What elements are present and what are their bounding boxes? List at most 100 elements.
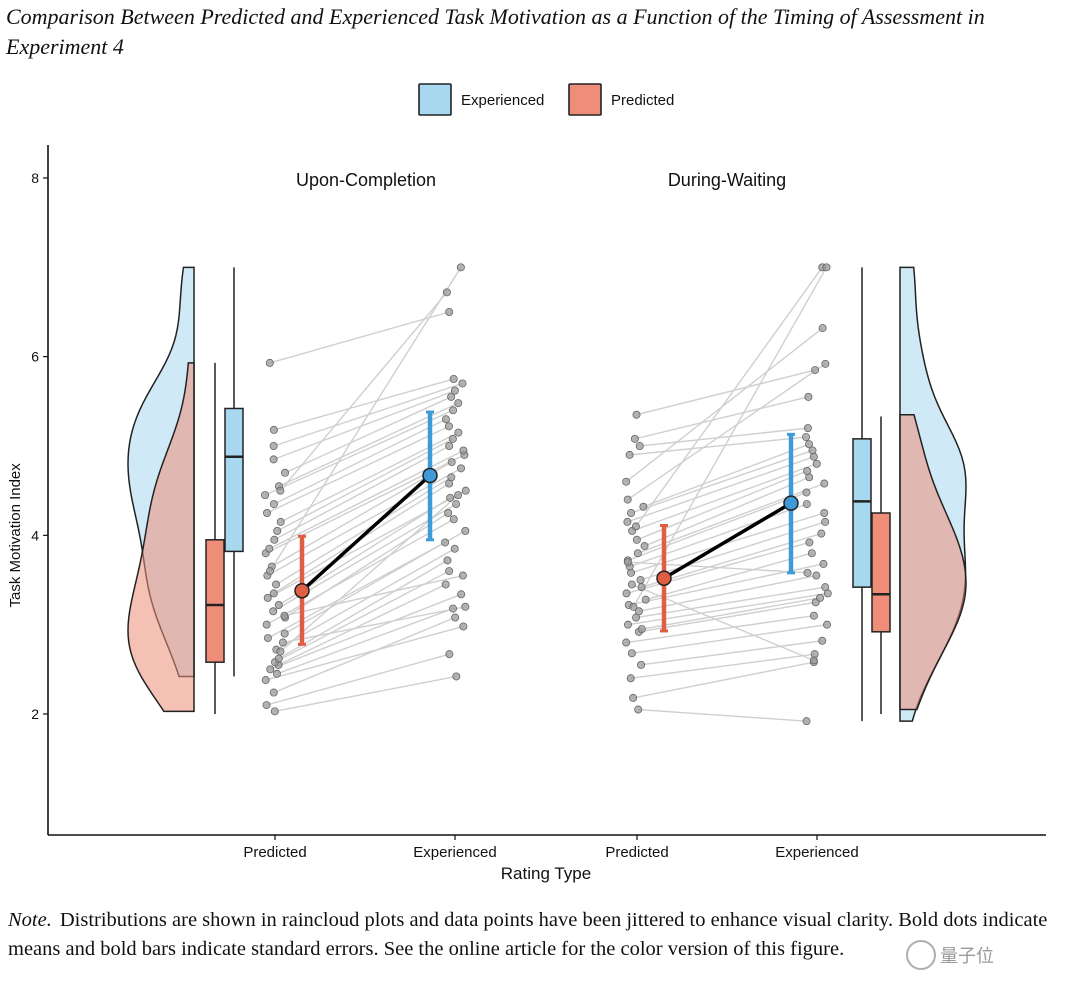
pair-line: [627, 491, 807, 562]
raincloud-chart: 2 4 6 8 Task Motivation Index Rating Type Expe…: [7, 83, 1046, 883]
data-point-predicted: [270, 707, 279, 716]
pair-line: [273, 389, 456, 461]
data-point-experienced: [459, 446, 468, 455]
pair-line: [276, 438, 454, 532]
data-point-predicted: [639, 502, 648, 511]
data-point-experienced: [461, 602, 470, 611]
mean-point-predicted: [656, 570, 672, 586]
data-point-experienced: [452, 672, 461, 681]
pair-line: [625, 327, 824, 483]
data-point-experienced: [809, 611, 818, 620]
watermark-logo-icon: [906, 940, 936, 970]
data-point-predicted: [280, 629, 289, 638]
data-point-predicted: [629, 602, 638, 611]
data-point-predicted: [280, 611, 289, 620]
data-point-experienced: [461, 526, 470, 535]
boxplot-box-experienced: [224, 407, 244, 553]
pair-line: [627, 363, 826, 501]
data-point-experienced: [803, 424, 812, 433]
data-point-predicted: [269, 455, 278, 464]
data-point-experienced: [442, 288, 451, 297]
pair-line: [278, 559, 448, 660]
data-point-predicted: [273, 526, 282, 535]
boxplot-box-experienced: [852, 438, 872, 588]
data-point-predicted: [635, 441, 644, 450]
data-point-predicted: [262, 701, 271, 710]
data-point-predicted: [630, 434, 639, 443]
data-point-predicted: [641, 595, 650, 604]
data-point-experienced: [447, 458, 456, 467]
data-point-predicted: [632, 410, 641, 419]
data-point-predicted: [637, 660, 646, 669]
data-point-experienced: [444, 508, 453, 517]
data-point-predicted: [269, 607, 278, 616]
data-point-experienced: [441, 538, 450, 547]
pair-line: [276, 607, 454, 675]
data-point-predicted: [627, 649, 636, 658]
data-point-predicted: [276, 517, 285, 526]
pair-line: [636, 369, 816, 416]
figure-note: Note. Distributions are shown in rainclou…: [8, 906, 1072, 964]
data-point-predicted: [272, 669, 281, 678]
pair-line: [641, 597, 821, 630]
mean-point-experienced: [422, 467, 438, 484]
data-point-experienced: [449, 406, 458, 415]
pair-line: [274, 445, 450, 541]
data-point-experienced: [816, 593, 825, 602]
pair-line: [635, 266, 823, 527]
data-point-predicted: [634, 607, 643, 616]
data-point-predicted: [263, 593, 272, 602]
y-tick-label: 4: [31, 527, 39, 543]
note-text: Distributions are shown in raincloud plo…: [8, 909, 1048, 960]
pair-line: [264, 409, 454, 496]
legend-swatch-predicted: [568, 83, 602, 116]
pair-line: [279, 291, 448, 492]
data-point-experienced: [821, 583, 830, 592]
data-point-experienced: [443, 556, 452, 565]
pair-line: [284, 396, 452, 474]
pair-line: [626, 615, 815, 644]
pair-line: [634, 396, 809, 440]
data-point-predicted: [627, 580, 636, 589]
pair-line: [269, 311, 450, 364]
data-point-predicted: [623, 620, 632, 629]
figure-title: Comparison Between Predicted and Experie…: [6, 4, 985, 59]
legend-swatch-experienced: [418, 83, 452, 116]
data-point-experienced: [802, 433, 811, 442]
pair-line: [278, 583, 446, 666]
pair-line: [630, 653, 815, 679]
data-point-experienced: [448, 434, 457, 443]
note-label: Note.: [8, 909, 52, 931]
data-point-experienced: [803, 568, 812, 577]
data-point-experienced: [458, 379, 467, 388]
data-point-predicted: [634, 705, 643, 714]
data-point-predicted: [269, 688, 278, 697]
pair-line: [284, 530, 466, 635]
pair-line: [627, 561, 808, 574]
pair-line: [274, 570, 450, 663]
data-point-predicted: [269, 500, 278, 509]
pair-line: [270, 593, 462, 670]
data-point-experienced: [447, 392, 456, 401]
data-point-predicted: [274, 654, 283, 663]
pair-line: [269, 266, 462, 572]
data-point-experienced: [445, 650, 454, 659]
pair-line: [627, 592, 828, 626]
x-tick-label: Experienced: [413, 844, 496, 861]
data-point-experienced: [444, 422, 453, 431]
data-point-experienced: [452, 500, 461, 509]
data-point-predicted: [269, 589, 278, 598]
data-point-predicted: [261, 676, 270, 685]
data-point-predicted: [265, 358, 274, 367]
data-point-predicted: [276, 647, 285, 656]
x-tick-label: Predicted: [243, 844, 306, 861]
data-point-experienced: [817, 529, 826, 538]
data-point-experienced: [823, 620, 832, 629]
pair-line: [630, 449, 813, 514]
data-point-predicted: [263, 634, 272, 643]
data-point-experienced: [449, 515, 458, 524]
data-point-predicted: [632, 535, 641, 544]
pair-line: [273, 616, 456, 694]
x-tick-label: Predicted: [605, 844, 668, 861]
data-point-predicted: [623, 495, 632, 504]
